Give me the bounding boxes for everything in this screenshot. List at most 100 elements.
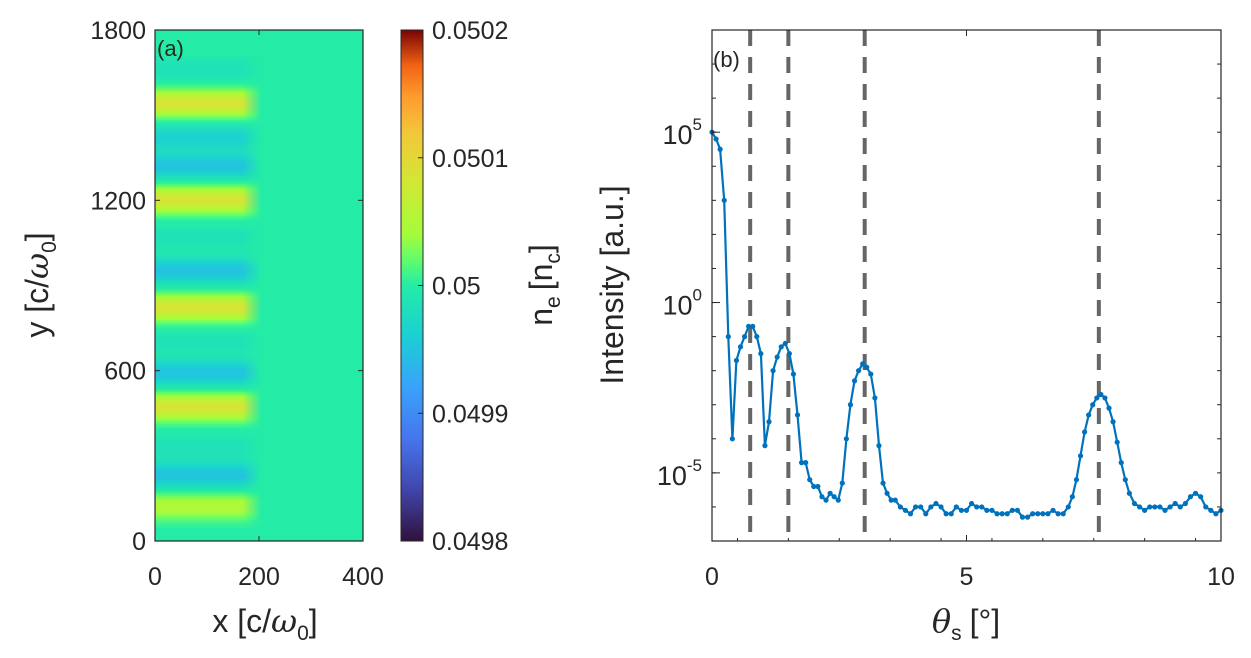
heatmap-row	[155, 356, 262, 359]
intensity-data-point	[815, 483, 821, 490]
intensity-data-point	[1014, 507, 1021, 513]
heatmap-row	[155, 278, 262, 281]
heatmap-row	[155, 442, 262, 445]
heatmap-row	[155, 180, 262, 183]
heatmap-row	[155, 342, 262, 345]
heatmap-row	[155, 424, 262, 427]
heatmap-row	[155, 262, 262, 265]
heatmap-row	[155, 448, 262, 451]
intensity-data-point	[835, 497, 841, 503]
intensity-data-point	[1024, 514, 1031, 520]
plot-y-tick-label: 10-5	[657, 456, 702, 491]
heatmap-row	[155, 458, 262, 461]
heatmap-row	[155, 110, 262, 113]
heatmap-row	[155, 88, 262, 91]
heatmap-row	[155, 456, 262, 459]
heatmap-row	[155, 166, 262, 169]
heatmap-row	[155, 72, 262, 75]
heatmap-row	[155, 174, 262, 177]
heatmap-row	[155, 266, 262, 269]
intensity-data-point	[717, 146, 723, 152]
intensity-data-point	[729, 436, 735, 442]
heatmap-row	[155, 510, 262, 513]
heatmap-row	[155, 426, 262, 429]
heatmap-row	[155, 300, 262, 303]
intensity-data-point	[794, 412, 801, 418]
heatmap-row	[155, 504, 262, 507]
plot-background	[712, 30, 1221, 541]
intensity-data-point	[803, 460, 809, 466]
heatmap-row	[155, 374, 262, 377]
heatmap-row	[155, 196, 262, 199]
heatmap-row	[155, 478, 262, 481]
heatmap-row	[155, 90, 262, 93]
heatmap-row	[155, 298, 262, 301]
heatmap-row	[155, 62, 262, 65]
plot-x-tick-label: 10	[1207, 563, 1235, 591]
heatmap-row	[155, 352, 262, 355]
intensity-data-point	[1009, 507, 1015, 513]
heatmap-row	[155, 274, 262, 277]
intensity-data-point	[897, 504, 903, 510]
heatmap-row	[155, 486, 262, 489]
intensity-data-point	[1114, 439, 1120, 445]
intensity-data-point	[725, 334, 731, 340]
intensity-data-point	[1131, 500, 1138, 507]
heatmap-row	[155, 390, 262, 393]
plot-x-axis-label: θs [°]	[932, 602, 1000, 645]
heatmap-row	[155, 172, 262, 175]
heatmap-row	[155, 496, 262, 499]
heatmap-rows	[155, 30, 363, 541]
intensity-data-point	[1106, 405, 1112, 411]
heatmap-row	[155, 58, 262, 61]
heatmap-row	[155, 146, 262, 149]
heatmap-row	[155, 422, 262, 425]
heatmap-row	[155, 474, 262, 477]
heatmap-row	[155, 514, 262, 517]
heatmap-row	[155, 56, 262, 59]
heatmap-row	[155, 256, 262, 259]
intensity-data-point	[963, 507, 970, 513]
intensity-data-point	[1004, 511, 1010, 517]
heatmap-row	[155, 470, 262, 473]
panel-a: 0 200 400 0 600 1200 1800 (a) x [c/ω0] y [c/ω…	[18, 17, 565, 645]
heatmap-row	[155, 346, 262, 349]
intensity-data-point	[1040, 511, 1046, 517]
heatmap-row	[155, 320, 262, 323]
heatmap-row	[155, 364, 262, 367]
intensity-data-point	[1203, 504, 1209, 510]
intensity-data-point	[1162, 507, 1168, 513]
heatmap-row	[155, 60, 262, 63]
intensity-data-point	[713, 136, 719, 142]
intensity-data-point	[868, 371, 874, 377]
heatmap-row	[155, 140, 262, 143]
heatmap-row	[155, 498, 262, 501]
heatmap-row	[155, 340, 262, 343]
heatmap-row	[155, 362, 262, 365]
colorbar-ticks: 0.0498 0.0499 0.05 0.0501 0.0502	[418, 17, 508, 556]
heatmap-row	[155, 354, 262, 357]
heatmap-row	[155, 242, 262, 245]
heatmap-row	[155, 84, 262, 87]
heatmap-row	[155, 414, 262, 417]
intensity-data-point	[721, 197, 727, 203]
heatmap-row	[155, 214, 262, 217]
heatmap-row	[155, 460, 262, 463]
intensity-data-point	[948, 511, 954, 517]
heatmap-y-tick-label: 0	[132, 528, 146, 556]
intensity-data-point	[798, 460, 805, 466]
intensity-data-point	[1069, 494, 1075, 500]
heatmap-row	[155, 132, 262, 135]
intensity-data-point	[884, 490, 890, 496]
heatmap-row	[155, 154, 262, 157]
heatmap-row	[155, 112, 262, 115]
colorbar-label: ne[nc]	[523, 244, 565, 326]
heatmap-row	[155, 406, 262, 409]
heatmap-row	[155, 344, 262, 347]
heatmap-row	[155, 244, 262, 247]
heatmap-row	[155, 472, 262, 475]
intensity-data-point	[1060, 511, 1066, 517]
heatmap-row	[155, 516, 262, 519]
heatmap-row	[155, 296, 262, 299]
